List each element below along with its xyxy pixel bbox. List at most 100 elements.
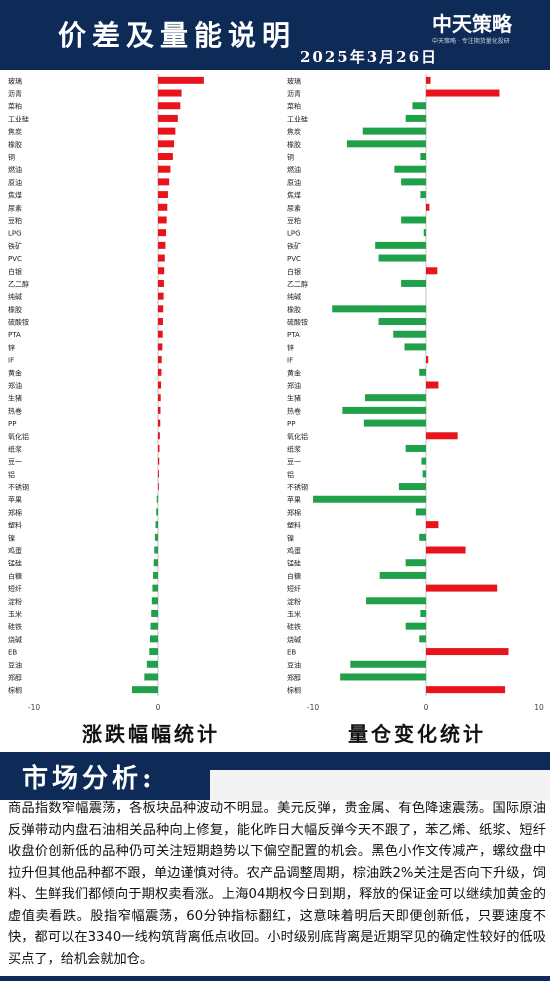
category-label: LPG [287, 230, 301, 238]
category-label: 棕榈 [8, 686, 22, 695]
bar [158, 114, 178, 122]
category-label: 塑料 [287, 521, 301, 530]
category-label: 短纤 [287, 584, 301, 593]
category-label: 郑油 [8, 381, 22, 390]
category-label: 镍 [287, 533, 294, 542]
bar [151, 609, 158, 617]
bar [363, 419, 426, 427]
volume-oi-chart: 玻璃沥青菜粕工业硅焦炭橡胶铜燃油原油焦煤尿素豆粕LPG铁矿PVC白银乙二醇纯碱橡… [287, 74, 544, 712]
category-label: 玻璃 [8, 76, 22, 85]
category-label: 焦煤 [8, 191, 22, 200]
bar [405, 622, 426, 630]
bar [158, 203, 168, 211]
category-label: 铁矿 [287, 241, 301, 250]
bar [158, 241, 166, 249]
bar [346, 140, 426, 148]
bar [158, 102, 181, 110]
bar [158, 165, 171, 173]
category-label: 菜粕 [8, 102, 22, 111]
bar [155, 521, 158, 529]
analysis-text: 商品指数窄幅震荡，各板块品种波动不明显。美元反弹，贵金属、有色降速震荡。国际原油… [8, 801, 546, 967]
bar [146, 660, 158, 668]
bar [158, 178, 170, 186]
category-label: 原油 [8, 178, 22, 187]
bar [415, 508, 426, 516]
category-label: 郑棉 [8, 508, 22, 517]
bar [419, 635, 426, 643]
bar [158, 343, 163, 351]
category-label: 锌 [8, 343, 15, 352]
bar [154, 533, 158, 541]
category-label: 沥青 [287, 89, 301, 98]
bar [342, 406, 426, 414]
category-label: 白银 [8, 267, 22, 276]
bar [149, 648, 158, 656]
bar [426, 546, 466, 554]
category-label: 工业硅 [8, 114, 29, 123]
category-label: 橡胶 [8, 140, 22, 149]
bar [158, 76, 204, 84]
report-date: 2025年3月26日 [300, 48, 439, 66]
bar [426, 432, 458, 440]
price-change-chart: 玻璃沥青菜粕工业硅焦炭橡胶铜燃油原油焦煤尿素豆粕LPG铁矿PVC白银乙二醇纯碱橡… [8, 74, 204, 712]
category-label: PP [8, 420, 16, 428]
category-label: 豆油 [287, 660, 301, 669]
category-label: 郑醇 [287, 673, 301, 682]
bar [313, 495, 426, 503]
category-label: EB [8, 649, 17, 657]
bar [332, 305, 426, 313]
bar [401, 216, 426, 224]
category-label: IF [8, 357, 14, 365]
bar [420, 191, 426, 199]
bar [158, 305, 164, 313]
category-label: PP [287, 420, 295, 428]
category-label: 塑料 [8, 521, 22, 530]
category-label: 铁矿 [8, 241, 22, 250]
category-label: 硅铁 [8, 622, 22, 631]
category-label: 纸浆 [287, 444, 301, 453]
category-label: 沥青 [8, 89, 22, 98]
category-label: 工业硅 [287, 114, 308, 123]
category-label: 白糖 [8, 571, 22, 580]
bottom-rule [0, 976, 550, 981]
page-title: 价差及量能说明 [58, 19, 297, 52]
category-label: 氧化铝 [287, 432, 308, 441]
bar [394, 165, 426, 173]
bar [158, 432, 160, 440]
category-label: 铝 [8, 470, 15, 479]
x-tick-label: -10 [28, 703, 40, 712]
bar [149, 635, 158, 643]
bar [419, 533, 426, 541]
bar [158, 406, 161, 414]
category-label: 黄金 [8, 368, 22, 377]
bar [158, 229, 167, 237]
bar [154, 546, 158, 554]
category-label: 苹果 [287, 495, 301, 504]
category-label: 镍 [8, 533, 15, 542]
right-chart-caption: 量仓变化统计 [348, 722, 486, 746]
x-tick-label: 0 [424, 703, 429, 712]
bar [158, 140, 175, 148]
category-label: 玉米 [287, 609, 301, 618]
category-label: 锰硅 [287, 559, 301, 568]
category-label: 苹果 [8, 495, 22, 504]
bar [405, 444, 426, 452]
category-label: 短纤 [8, 584, 22, 593]
category-label: 郑棉 [287, 508, 301, 517]
bar [405, 559, 426, 567]
category-label: 焦炭 [8, 127, 22, 136]
bar [158, 216, 167, 224]
bar [362, 127, 426, 135]
bar [158, 153, 173, 161]
bar [378, 318, 426, 326]
bar [158, 254, 165, 262]
bar [158, 368, 162, 376]
category-label: 豆油 [8, 660, 22, 669]
bar [158, 127, 176, 135]
bar [393, 330, 426, 338]
category-label: 棕榈 [287, 686, 301, 695]
category-label: 尿素 [287, 203, 301, 212]
category-label: 鸡蛋 [287, 546, 301, 555]
bar [398, 483, 426, 491]
bar [426, 648, 509, 656]
